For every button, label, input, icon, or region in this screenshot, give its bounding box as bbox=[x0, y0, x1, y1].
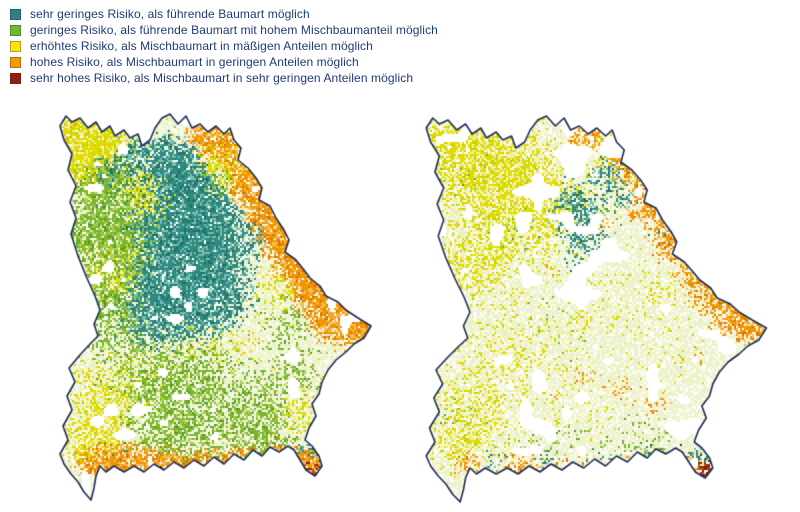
legend-label-elevated-risk: erhöhtes Risiko, als Mischbaumart in mäß… bbox=[30, 39, 373, 53]
legend-item-low-risk: geringes Risiko, als führende Baumart mi… bbox=[10, 22, 438, 38]
risk-legend: sehr geringes Risiko, als führende Bauma… bbox=[10, 6, 438, 86]
bavaria-risk-map-left bbox=[58, 110, 398, 510]
legend-item-very-high-risk: sehr hohes Risiko, als Mischbaumart in s… bbox=[10, 70, 438, 86]
legend-label-low-risk: geringes Risiko, als führende Baumart mi… bbox=[30, 23, 438, 37]
legend-swatch-high-risk bbox=[10, 56, 21, 68]
bavaria-risk-map-right bbox=[424, 112, 796, 512]
legend-swatch-very-high-risk bbox=[10, 72, 21, 84]
legend-label-very-low-risk: sehr geringes Risiko, als führende Bauma… bbox=[30, 7, 310, 21]
legend-label-high-risk: hohes Risiko, als Mischbaumart in gering… bbox=[30, 55, 359, 69]
legend-swatch-low-risk bbox=[10, 24, 21, 36]
legend-item-very-low-risk: sehr geringes Risiko, als führende Bauma… bbox=[10, 6, 438, 22]
legend-swatch-elevated-risk bbox=[10, 40, 21, 52]
legend-item-high-risk: hohes Risiko, als Mischbaumart in gering… bbox=[10, 54, 438, 70]
legend-item-elevated-risk: erhöhtes Risiko, als Mischbaumart in mäß… bbox=[10, 38, 438, 54]
legend-label-very-high-risk: sehr hohes Risiko, als Mischbaumart in s… bbox=[30, 71, 414, 85]
legend-swatch-very-low-risk bbox=[10, 8, 21, 20]
